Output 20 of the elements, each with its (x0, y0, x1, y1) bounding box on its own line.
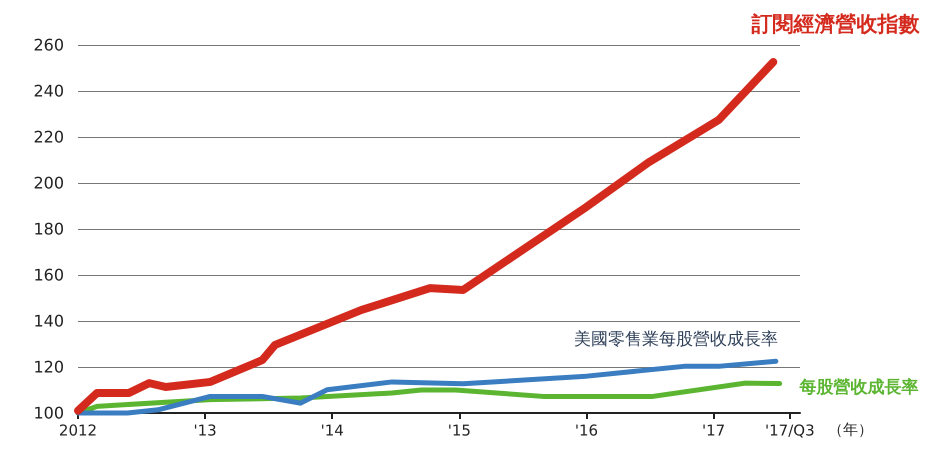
series-label: 每股營收成長率 (798, 378, 919, 398)
y-tick-label: 220 (33, 128, 64, 146)
y-tick-label: 140 (33, 312, 64, 330)
x-tick-label: '13 (194, 422, 217, 440)
x-axis-title: （年） (828, 420, 873, 438)
y-tick-label: 200 (33, 174, 64, 192)
y-tick-label: 240 (33, 82, 64, 100)
y-tick-label: 120 (33, 358, 64, 376)
y-tick-label: 180 (33, 220, 64, 238)
x-tick-label: '17/Q3 (765, 422, 815, 440)
y-tick-label: 100 (33, 404, 64, 422)
series-label: 美國零售業每股營收成長率 (574, 329, 778, 350)
x-tick-label: 2012 (58, 422, 98, 440)
x-tick-label: '16 (574, 422, 598, 440)
x-tick-label: '14 (320, 422, 344, 440)
y-tick-label: 260 (33, 36, 64, 54)
series-label: 訂閱經濟營收指數 (750, 12, 920, 36)
x-tick-label: '15 (448, 422, 471, 440)
y-tick-label: 160 (33, 266, 64, 284)
x-tick-label: '17 (702, 422, 726, 440)
